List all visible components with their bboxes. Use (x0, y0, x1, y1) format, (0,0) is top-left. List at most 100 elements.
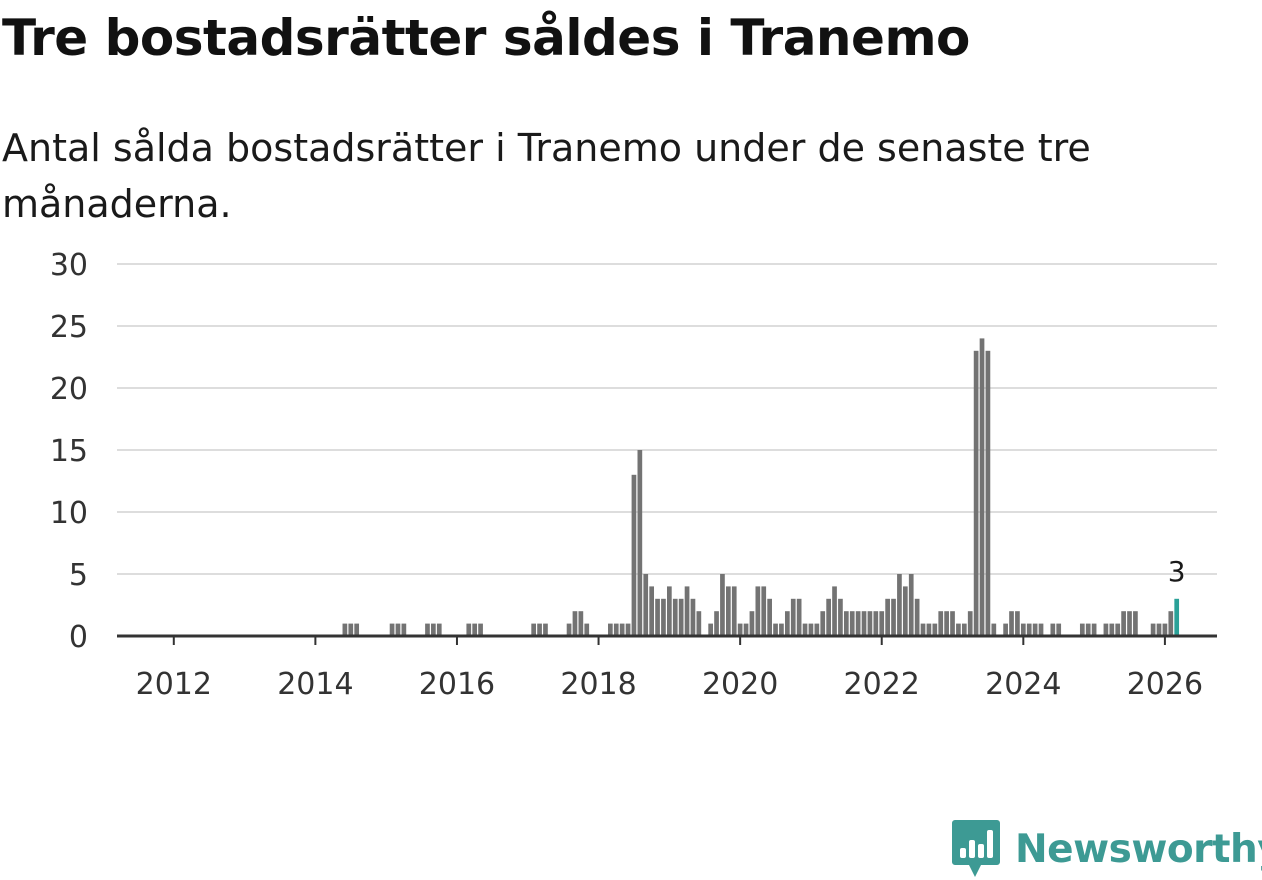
bar (696, 611, 702, 636)
bar (643, 574, 649, 636)
bar (820, 611, 826, 636)
bars (342, 338, 1180, 636)
bar (920, 623, 926, 636)
bar (961, 623, 967, 636)
bar (667, 586, 672, 636)
bar (637, 450, 643, 636)
bar (773, 623, 778, 636)
bar (967, 611, 973, 636)
bar (684, 586, 690, 636)
bar (914, 598, 920, 636)
bar (543, 623, 548, 636)
bar (743, 623, 749, 636)
bar (1133, 611, 1138, 636)
bar (1150, 623, 1156, 636)
newsworthy-logo-text: Newsworthy (1015, 826, 1262, 872)
bar (354, 623, 360, 636)
highlight-value-label: 3 (1168, 555, 1186, 588)
bar (802, 623, 808, 636)
bar (873, 611, 879, 636)
bar (1032, 623, 1038, 636)
bar (720, 574, 725, 636)
x-tick-label: 2020 (702, 667, 778, 702)
newsworthy-logo: Newsworthy (951, 818, 1262, 880)
bar (608, 623, 613, 636)
bar (1079, 623, 1085, 636)
bar (1038, 623, 1044, 636)
bar (879, 611, 885, 636)
bar (1085, 623, 1091, 636)
bar (566, 623, 572, 636)
bar (902, 586, 908, 636)
x-tick-label: 2026 (1127, 667, 1203, 702)
bar (436, 623, 442, 636)
x-axis-ticks: 2012 2014 2016 2018 2020 2022 2024 2026 (136, 636, 1203, 702)
bar (1168, 611, 1174, 636)
bar (950, 611, 955, 636)
bar (973, 350, 979, 636)
bar (1091, 623, 1097, 636)
bar (885, 598, 890, 636)
bar (749, 611, 755, 636)
bar (1026, 623, 1032, 636)
bar (956, 623, 961, 636)
bar (861, 611, 867, 636)
x-tick-label: 2016 (419, 667, 495, 702)
bar (714, 611, 719, 636)
bar (1115, 623, 1121, 636)
bar (531, 623, 537, 636)
bar (796, 598, 802, 636)
bar (1156, 623, 1162, 636)
bar (613, 623, 619, 636)
bar (649, 586, 654, 636)
bar (725, 586, 731, 636)
bar (826, 598, 831, 636)
bar (401, 623, 407, 636)
bar (389, 623, 395, 636)
bar (790, 598, 796, 636)
bar (938, 611, 944, 636)
y-tick-label: 15 (50, 434, 88, 469)
bar (926, 623, 932, 636)
y-tick-label: 0 (69, 620, 88, 655)
y-tick-label: 25 (50, 310, 88, 345)
gridlines (117, 263, 1217, 575)
bar (832, 586, 837, 636)
bar (631, 474, 637, 636)
bar (838, 598, 843, 636)
bar-chart: 0 5 10 15 20 25 30 2012 2014 2016 2018 2020 2022 202… (50, 248, 1217, 702)
bar (985, 350, 991, 636)
bar (979, 338, 985, 636)
x-tick-label: 2014 (277, 667, 353, 702)
bar (690, 598, 696, 636)
bar (1162, 623, 1168, 636)
bar (1003, 623, 1008, 636)
bar (678, 598, 684, 636)
bar (808, 623, 814, 636)
bar (672, 598, 678, 636)
bar (661, 598, 666, 636)
newsworthy-logo-icon (952, 820, 1000, 877)
bar (466, 623, 472, 636)
y-axis-ticks: 0 5 10 15 20 25 30 (50, 248, 88, 655)
bar (1009, 611, 1014, 636)
bar (908, 574, 914, 636)
bar (761, 586, 767, 636)
bar (784, 611, 790, 636)
bar (348, 623, 354, 636)
bar (572, 611, 578, 636)
bar (779, 623, 784, 636)
x-tick-label: 2024 (985, 667, 1061, 702)
bar-highlight (1174, 598, 1180, 636)
bar (1109, 623, 1115, 636)
x-tick-label: 2022 (844, 667, 920, 702)
bar (867, 611, 873, 636)
bar (425, 623, 430, 636)
bar (1127, 611, 1132, 636)
bar (625, 623, 631, 636)
bar (767, 598, 772, 636)
x-tick-label: 2012 (136, 667, 212, 702)
chart-subtitle: Antal sålda bostadsrätter i Tranemo unde… (2, 126, 1091, 226)
bar (1050, 623, 1056, 636)
bar (478, 623, 483, 636)
